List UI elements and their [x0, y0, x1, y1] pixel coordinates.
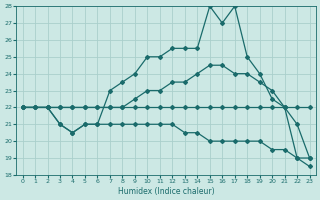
- X-axis label: Humidex (Indice chaleur): Humidex (Indice chaleur): [118, 187, 214, 196]
